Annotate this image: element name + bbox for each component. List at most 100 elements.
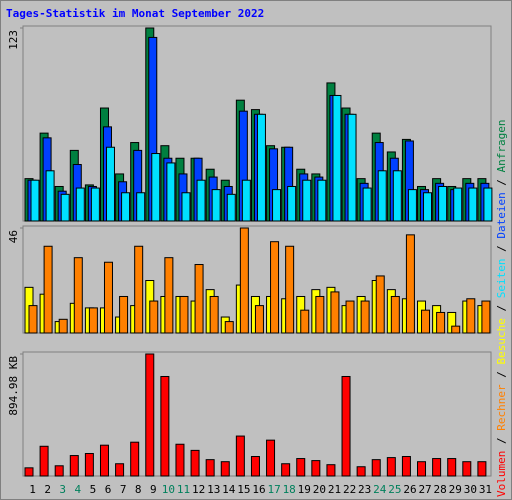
x-tick-label: 10 [162,483,175,496]
bar [462,461,472,477]
bar [477,461,487,477]
legend-entry: Seiten [495,259,508,299]
bar [136,192,146,222]
bar [58,318,68,334]
bar [377,170,387,222]
bar [423,192,433,222]
bar [241,179,251,222]
bar [205,459,215,477]
x-tick-label: 2 [44,483,51,496]
bar [345,300,355,334]
x-tick-label: 27 [418,483,431,496]
bar [332,94,342,222]
legend-separator: / [495,239,508,259]
bar [421,309,431,334]
x-tick-label: 31 [479,483,492,496]
y-tick-label: 46 [7,230,20,243]
bar [30,179,40,222]
bar [196,179,206,222]
x-tick-label: 11 [177,483,190,496]
x-tick-label: 17 [267,483,280,496]
bar [119,295,129,334]
bar [39,445,49,477]
x-tick-label: 29 [449,483,462,496]
legend-entry: Anfragen [495,119,508,172]
legend-separator: / [495,365,508,385]
bar [300,309,310,334]
bar [466,298,476,334]
x-tick-label: 7 [120,483,127,496]
x-tick-label: 15 [237,483,250,496]
bar [43,245,53,334]
bar [417,461,427,477]
bar [190,449,200,477]
bar [45,170,55,222]
x-tick-label: 23 [358,483,371,496]
bar [266,439,276,477]
bar [375,275,385,334]
x-tick-label: 19 [298,483,311,496]
x-tick-label: 24 [373,483,387,496]
x-tick-label: 6 [105,483,112,496]
bar [235,435,245,477]
legend: Volumen / Rechner / Besuche / Seiten / D… [495,119,508,497]
bar [483,187,493,222]
bar [347,113,357,222]
bar [54,465,64,477]
bar [401,456,411,477]
x-tick-label: 4 [75,483,82,496]
bar [341,375,351,477]
legend-entry: Volumen [495,451,508,497]
x-tick-label: 1 [29,483,36,496]
bar [326,464,336,477]
bar [194,264,204,334]
x-tick-label: 25 [388,483,401,496]
x-tick-label: 30 [464,483,477,496]
bar [438,185,448,222]
bar [311,460,321,477]
bar [392,170,402,222]
bar [211,189,221,222]
bar [407,189,417,222]
x-tick-label: 20 [313,483,326,496]
x-tick-label: 21 [328,483,341,496]
bar [371,459,381,477]
bar [254,305,264,334]
bar [209,295,219,334]
bar [317,179,327,222]
bar [175,443,185,477]
x-tick-label: 8 [135,483,142,496]
chart-title: Tages-Statistik im Monat September 2022 [6,7,264,20]
legend-entry: Besuche [495,318,508,364]
bar [451,325,461,334]
bar [436,311,446,334]
bar [270,241,280,334]
bar [285,245,295,334]
legend-separator: / [495,298,508,318]
bar [226,193,236,222]
bar [105,146,115,222]
bar [99,444,109,477]
bar [330,291,340,334]
x-tick-label: 13 [207,483,220,496]
bar [164,257,174,334]
bar [181,192,191,222]
bar [149,300,159,334]
bar [390,295,400,334]
legend-separator: / [495,431,508,451]
bar [130,441,140,477]
x-tick-label: 5 [90,483,97,496]
x-tick-label: 18 [283,483,296,496]
bar [151,153,161,222]
bar [272,189,282,222]
x-tick-label: 12 [192,483,205,496]
bar [84,453,94,477]
bar [287,185,297,222]
bar [481,300,491,334]
bar [224,321,234,334]
legend-entry: Rechner [495,384,508,431]
bar [115,463,125,477]
bar [362,187,372,222]
bar [103,261,113,334]
bar [281,463,291,477]
